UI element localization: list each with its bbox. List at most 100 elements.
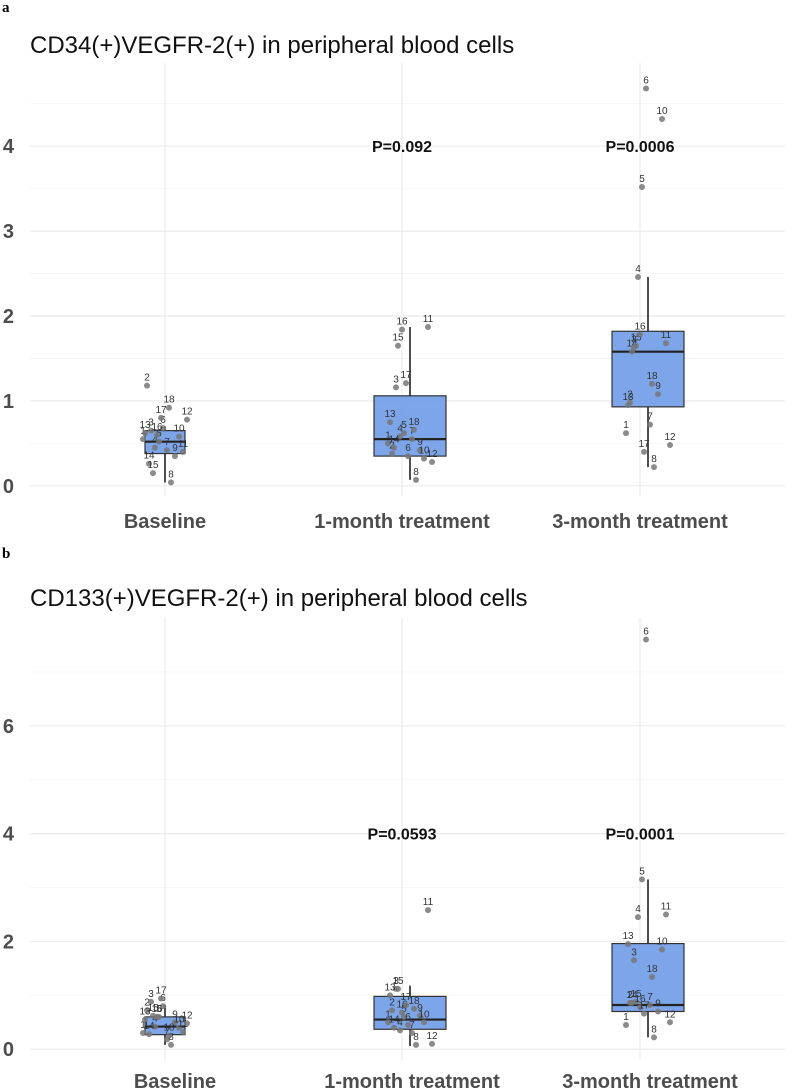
data-point <box>625 941 631 948</box>
data-point-label: 16 <box>396 317 408 328</box>
data-point <box>655 1008 661 1015</box>
data-point <box>667 1019 673 1026</box>
data-point <box>417 1012 423 1019</box>
data-point <box>651 1034 657 1041</box>
data-point-label: 6 <box>643 627 649 638</box>
data-point <box>385 1019 391 1026</box>
x-tick-label: Baseline <box>124 511 206 533</box>
data-point-label: 6 <box>643 75 649 86</box>
y-tick-label: 4 <box>3 824 15 846</box>
box-iqr <box>373 395 447 457</box>
data-point <box>655 391 661 398</box>
data-point-label: 14 <box>143 451 155 462</box>
data-point-label: 8 <box>413 467 419 478</box>
x-tick-label: 1-month treatment <box>324 1071 500 1090</box>
y-tick-label: 1 <box>3 391 14 413</box>
data-point-label: 3 <box>631 947 637 958</box>
data-point-label: 4 <box>397 1017 403 1028</box>
y-tick-label: 3 <box>3 221 14 243</box>
data-point <box>403 1002 409 1009</box>
data-point <box>425 324 431 331</box>
data-point-label: 12 <box>181 1010 193 1021</box>
data-point-label: 1 <box>140 1020 146 1031</box>
data-point <box>176 433 182 440</box>
data-point-label: 9 <box>417 1003 423 1014</box>
data-point-label: 1 <box>623 420 629 431</box>
data-point <box>629 348 635 355</box>
data-point-label: 10 <box>656 106 668 117</box>
data-point-label: 5 <box>156 1004 162 1015</box>
data-point-label: 10 <box>418 446 430 457</box>
data-point-label: 6 <box>405 1012 411 1023</box>
data-point-label: 17 <box>638 1001 650 1012</box>
data-point <box>158 995 164 1002</box>
data-point-label: 12 <box>426 449 438 460</box>
data-point-label: 5 <box>401 1004 407 1015</box>
data-point-label: 7 <box>647 992 653 1003</box>
data-point-label: 15 <box>392 333 404 344</box>
data-point-label: 14 <box>626 990 638 1001</box>
data-point <box>403 380 409 387</box>
data-point-label: 17 <box>155 986 167 997</box>
data-point <box>643 636 649 643</box>
data-point-label: 6 <box>160 415 166 426</box>
data-point <box>413 1041 419 1048</box>
data-point-label: 10 <box>418 1009 430 1020</box>
data-point-label: 6 <box>405 443 411 454</box>
data-point-label: 1 <box>385 1009 391 1020</box>
data-point-label: 14 <box>388 1015 400 1026</box>
data-point <box>659 116 665 123</box>
data-point-label: 11 <box>178 439 189 450</box>
data-point-label: 15 <box>147 460 159 471</box>
data-point <box>413 476 419 483</box>
data-point <box>633 998 639 1005</box>
data-point-label: 17 <box>155 405 167 416</box>
data-point <box>405 1021 411 1028</box>
data-point <box>391 444 397 451</box>
y-tick-label: 2 <box>3 931 14 953</box>
data-point <box>663 340 669 347</box>
data-point-label: 16 <box>396 1000 408 1011</box>
data-point <box>160 1003 166 1010</box>
data-point-label: 1 <box>623 1012 629 1023</box>
y-tick-label: 4 <box>3 136 15 158</box>
data-point-label: 17 <box>400 992 412 1003</box>
data-point-label: 9 <box>655 998 661 1009</box>
data-point-label: 2 <box>389 997 395 1008</box>
data-point-label: 11 <box>178 1019 189 1030</box>
data-point-label: 2 <box>144 997 150 1008</box>
data-point <box>385 440 391 447</box>
y-tick-label: 0 <box>3 476 14 498</box>
data-point <box>409 436 415 443</box>
p-value-label: P=0.092 <box>372 139 432 156</box>
p-value-label: P=0.0006 <box>606 139 675 156</box>
data-point <box>152 1023 158 1030</box>
data-point <box>168 1041 174 1048</box>
data-point-label: 8 <box>168 469 174 480</box>
data-point <box>146 1031 152 1038</box>
data-point-label: 5 <box>639 866 645 877</box>
data-point <box>405 453 411 460</box>
data-point-label: 13 <box>622 931 634 942</box>
y-tick-label: 0 <box>3 1039 14 1061</box>
data-point <box>647 421 653 428</box>
data-point <box>633 342 639 349</box>
panel-letter: b <box>2 546 10 562</box>
data-point-label: 9 <box>417 437 423 448</box>
data-point <box>154 431 160 438</box>
data-point <box>395 342 401 349</box>
data-point <box>421 1019 427 1026</box>
data-point <box>184 416 190 423</box>
data-point-label: 18 <box>408 417 420 428</box>
data-point-label: 12 <box>181 407 193 418</box>
data-point-label: 15 <box>392 976 404 987</box>
data-point-label: 7 <box>409 1020 415 1031</box>
data-point <box>142 430 148 437</box>
data-point <box>150 470 156 477</box>
data-point <box>166 1032 172 1039</box>
data-point <box>148 427 154 434</box>
data-point-label: 10 <box>656 937 668 948</box>
x-tick-label: Baseline <box>134 1071 216 1090</box>
data-point <box>393 384 399 391</box>
